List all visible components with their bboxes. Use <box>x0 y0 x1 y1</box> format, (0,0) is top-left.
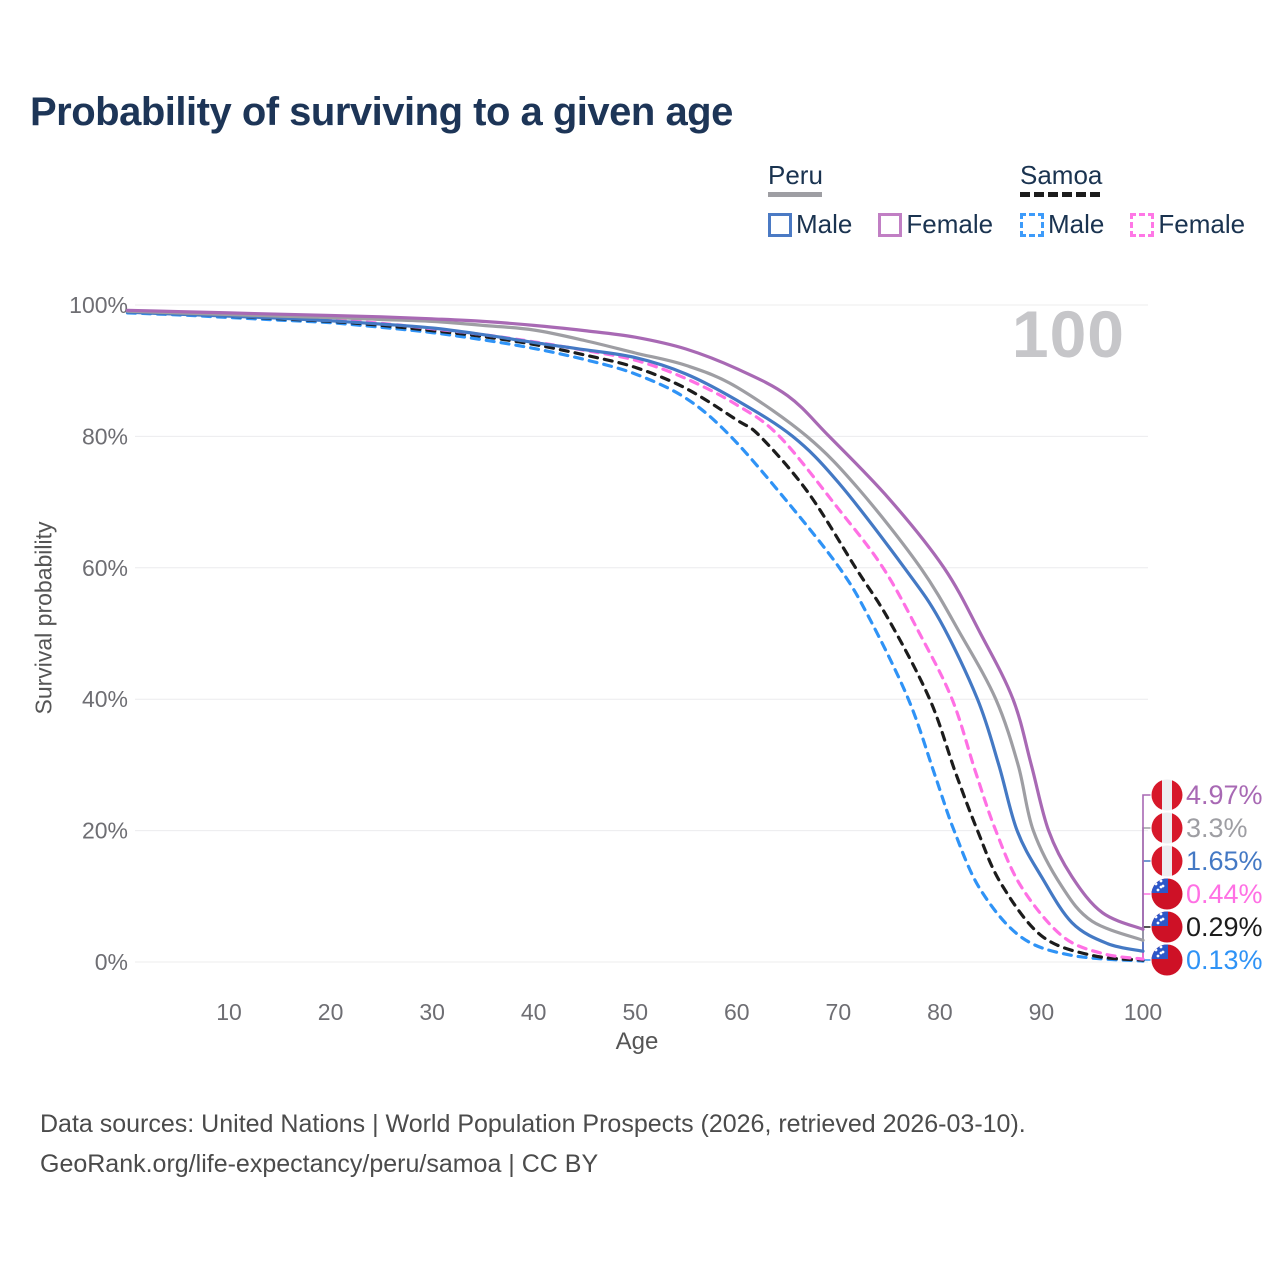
x-tick-label: 30 <box>419 999 445 1025</box>
end-label-connector <box>1142 860 1151 952</box>
age-watermark: 100 <box>1011 297 1125 371</box>
end-value-label: 3.3% <box>1186 813 1248 843</box>
x-axis-title: Age <box>615 1028 659 1055</box>
series-line-peru-female[interactable] <box>125 308 1145 931</box>
legend-group-samoa: Samoa Male Female <box>1020 160 1245 240</box>
y-tick-label: 0% <box>95 949 128 975</box>
y-tick-label: 60% <box>82 555 128 581</box>
legend-header-samoa[interactable]: Samoa <box>1020 160 1102 201</box>
footer: Data sources: United Nations | World Pop… <box>40 1104 1026 1184</box>
samoa-line-swatch <box>1020 192 1100 197</box>
peru-flag-icon <box>1151 845 1183 877</box>
end-value-label: 0.13% <box>1186 945 1263 975</box>
y-tick-label: 80% <box>82 423 128 449</box>
legend-item-label: Male <box>1048 209 1105 239</box>
end-value-label: 1.65% <box>1186 846 1263 876</box>
x-tick-label: 20 <box>318 999 344 1025</box>
y-tick-label: 20% <box>82 818 128 844</box>
y-tick-label: 100% <box>69 292 128 318</box>
x-tick-label: 100 <box>1124 999 1162 1025</box>
y-tick-label: 40% <box>82 686 128 712</box>
x-tick-label: 60 <box>724 999 750 1025</box>
x-tick-label: 10 <box>216 999 242 1025</box>
samoa-female-swatch <box>1130 212 1155 237</box>
x-tick-label: 40 <box>521 999 547 1025</box>
end-label-connector <box>1142 926 1151 961</box>
series-line-peru-male[interactable] <box>125 310 1145 953</box>
samoa-flag-icon <box>1151 878 1183 910</box>
series-line-samoa-both-sexes[interactable] <box>125 310 1145 962</box>
legend-item-label: Female <box>906 209 994 239</box>
legend-item-samoa-female[interactable]: Female <box>1130 209 1245 240</box>
end-label-connector <box>1142 794 1151 930</box>
legend-item-peru-female[interactable]: Female <box>878 209 993 240</box>
peru-flag-icon <box>1151 779 1183 811</box>
peru-line-swatch <box>768 192 822 197</box>
end-value-label: 4.97% <box>1186 780 1263 810</box>
series-line-peru-both-sexes[interactable] <box>125 309 1145 942</box>
end-label-connector <box>1142 827 1151 941</box>
source-url: GeoRank.org/life-expectancy/peru/samoa |… <box>40 1150 599 1178</box>
x-tick-label: 50 <box>622 999 648 1025</box>
data-sources-note: Data sources: United Nations | World Pop… <box>40 1110 1026 1138</box>
peru-male-swatch <box>768 212 792 237</box>
x-tick-label: 70 <box>826 999 852 1025</box>
end-value-label: 0.29% <box>1186 912 1263 942</box>
legend-item-samoa-male[interactable]: Male <box>1020 209 1104 240</box>
legend-item-label: Male <box>796 209 853 239</box>
page-title: Probability of surviving to a given age <box>30 90 733 134</box>
samoa-flag-icon <box>1151 944 1183 976</box>
legend-group-peru: Peru Male Female <box>768 160 993 240</box>
legend-item-label: Female <box>1158 209 1246 239</box>
legend-item-peru-male[interactable]: Male <box>768 209 852 240</box>
legend-header-peru[interactable]: Peru <box>768 160 823 201</box>
samoa-flag-icon <box>1151 911 1183 943</box>
peru-flag-icon <box>1151 812 1183 844</box>
end-value-label: 0.44% <box>1186 879 1263 909</box>
x-tick-label: 90 <box>1029 999 1055 1025</box>
legend-header-peru-label: Peru <box>768 160 823 190</box>
samoa-male-swatch <box>1020 212 1044 237</box>
peru-female-swatch <box>878 212 903 237</box>
x-tick-label: 80 <box>927 999 953 1025</box>
legend-header-samoa-label: Samoa <box>1020 160 1103 190</box>
